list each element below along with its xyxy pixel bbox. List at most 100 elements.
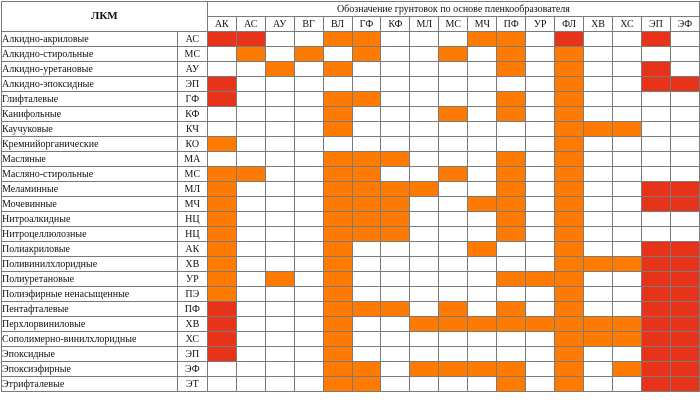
compatible-cell [467, 196, 498, 212]
compatible-cell [322, 286, 353, 302]
empty-cell [380, 256, 411, 272]
empty-cell [322, 76, 353, 92]
empty-cell [293, 166, 324, 182]
compatible-cell [496, 31, 527, 47]
compatible-cell [496, 301, 527, 317]
empty-cell [525, 166, 556, 182]
empty-cell [264, 121, 295, 137]
empty-cell [235, 376, 266, 392]
empty-cell [583, 61, 613, 77]
empty-cell [467, 61, 498, 77]
compatible-cell [554, 136, 585, 152]
compatible-cell [496, 151, 527, 167]
compatible-cell [640, 196, 671, 212]
header-row-top: ЛКМ Обозначение грунтовок по основе плен… [1, 1, 700, 32]
empty-cell [612, 271, 642, 287]
compatible-cell [322, 361, 353, 377]
empty-cell [235, 151, 266, 167]
material-name: Меламинные [1, 181, 178, 197]
compatible-cell [554, 166, 585, 182]
compatible-cell [583, 331, 613, 347]
empty-cell [525, 136, 556, 152]
empty-cell [496, 121, 527, 137]
compatible-cell [409, 181, 440, 197]
empty-cell [640, 121, 671, 137]
empty-cell [264, 376, 295, 392]
empty-cell [525, 301, 556, 317]
compatible-cell [322, 61, 353, 77]
compatible-cell [669, 181, 700, 197]
empty-cell [264, 241, 295, 257]
table-row: Масляно-стирольные МС [1, 166, 700, 182]
empty-cell [409, 136, 440, 152]
empty-cell [467, 256, 498, 272]
empty-cell [235, 331, 266, 347]
empty-cell [293, 136, 324, 152]
compatible-cell [322, 166, 353, 182]
compatible-cell [554, 46, 585, 62]
empty-cell [612, 211, 642, 227]
compatible-cell [612, 256, 642, 272]
empty-cell [380, 46, 411, 62]
empty-cell [583, 346, 613, 362]
empty-cell [640, 106, 671, 122]
compatible-cell [438, 46, 469, 62]
compatible-cell [351, 181, 382, 197]
material-code: ГФ [176, 91, 208, 107]
empty-cell [612, 301, 642, 317]
empty-cell [235, 181, 266, 197]
compatible-cell [669, 316, 700, 332]
empty-cell [612, 196, 642, 212]
empty-cell [640, 151, 671, 167]
compatible-cell [322, 241, 353, 257]
compatible-cell [640, 346, 671, 362]
empty-cell [612, 346, 642, 362]
empty-cell [264, 211, 295, 227]
empty-cell [438, 151, 469, 167]
empty-cell [235, 121, 266, 137]
compatible-cell [640, 331, 671, 347]
empty-cell [235, 91, 266, 107]
table-row: Алкидно-акриловые АС [1, 31, 700, 47]
compatible-cell [554, 31, 585, 47]
empty-cell [351, 61, 382, 77]
empty-cell [380, 376, 411, 392]
compatible-cell [438, 316, 469, 332]
compatible-cell [554, 346, 585, 362]
table-row: Полиакриловые АК [1, 241, 700, 257]
empty-cell [669, 61, 700, 77]
material-name: Масляные [1, 151, 178, 167]
empty-cell [409, 286, 440, 302]
empty-cell [583, 376, 613, 392]
empty-cell [235, 256, 266, 272]
compatible-cell [322, 226, 353, 242]
empty-cell [438, 286, 469, 302]
empty-cell [264, 226, 295, 242]
empty-cell [264, 91, 295, 107]
compatible-cell [380, 301, 411, 317]
empty-cell [583, 211, 613, 227]
empty-cell [380, 316, 411, 332]
compatible-cell [554, 241, 585, 257]
material-code: АС [176, 31, 208, 47]
compatible-cell [583, 256, 613, 272]
empty-cell [525, 241, 556, 257]
compatible-cell [206, 316, 237, 332]
empty-cell [467, 136, 498, 152]
column-header: МЛ [409, 16, 440, 32]
column-header: УР [525, 16, 556, 32]
compatible-cell [438, 166, 469, 182]
empty-cell [612, 376, 642, 392]
empty-cell [467, 376, 498, 392]
table-row: Перхлорвиниловые ХВ [1, 316, 700, 332]
empty-cell [525, 91, 556, 107]
compatible-cell [264, 271, 295, 287]
compatible-cell [322, 196, 353, 212]
empty-cell [293, 286, 324, 302]
empty-cell [293, 376, 324, 392]
table-row: Поливинилхлоридные ХВ [1, 256, 700, 272]
empty-cell [525, 226, 556, 242]
compatible-cell [669, 331, 700, 347]
empty-cell [409, 31, 440, 47]
empty-cell [409, 166, 440, 182]
